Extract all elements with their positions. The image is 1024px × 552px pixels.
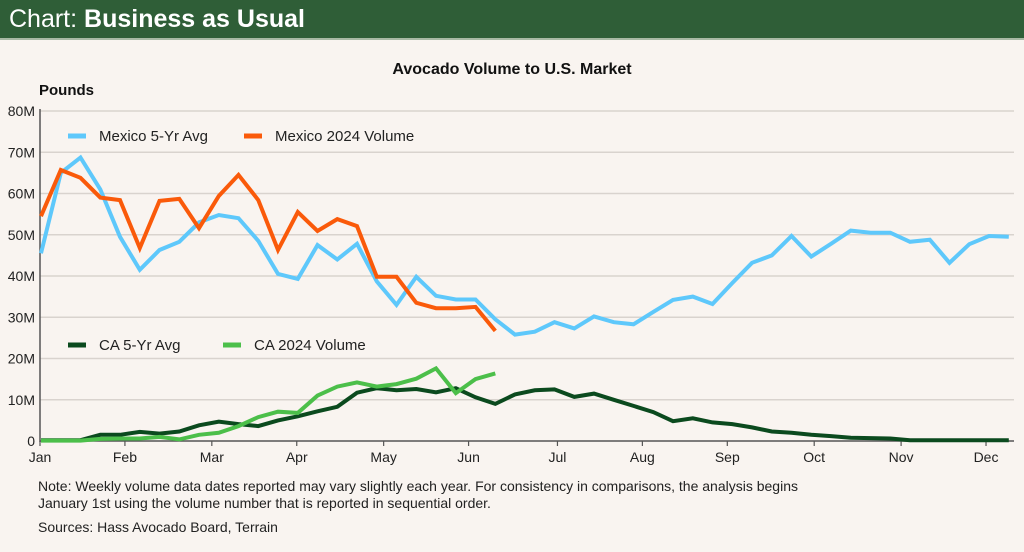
- series-line-ca-5-yr-avg: [41, 386, 1009, 443]
- x-tick-label: Jun: [457, 449, 480, 465]
- x-tick-label: Dec: [974, 449, 999, 465]
- y-tick-label: 60M: [8, 186, 35, 202]
- y-tick-label: 80M: [8, 103, 35, 119]
- series-line-mexico-2024-volume: [39, 167, 497, 333]
- series-lines: [39, 154, 1009, 443]
- y-tick-labels: 0 10M 20M 30M 40M 50M 60M 70M 80M: [8, 103, 35, 449]
- header-prefix: Chart:: [9, 5, 78, 33]
- y-tick-label: 30M: [8, 309, 35, 325]
- legend-label: Mexico 5-Yr Avg: [99, 128, 208, 145]
- x-tick-label: Jul: [548, 449, 566, 465]
- header-bar: Chart: Business as Usual: [0, 0, 1024, 38]
- y-tick-label: 20M: [8, 351, 35, 367]
- source-credit: Sources: Hass Avocado Board, Terrain: [38, 519, 278, 535]
- x-tick-label: Nov: [889, 449, 914, 465]
- x-tick-label: Aug: [630, 449, 655, 465]
- legend-label: CA 2024 Volume: [254, 337, 366, 354]
- header-title: Chart: Business as Usual: [9, 4, 305, 34]
- series-line-ca-2024-volume: [41, 365, 496, 443]
- y-tick-label: 70M: [8, 144, 35, 160]
- x-tick-label: Feb: [113, 449, 137, 465]
- x-tick-label: Oct: [803, 449, 825, 465]
- x-axis: Jan Feb Mar Apr May Jun Jul Aug Sep Oct Nov Dec: [29, 109, 1014, 465]
- y-tick-label: 10M: [8, 392, 35, 408]
- header-main-title: Business as Usual: [84, 5, 305, 33]
- gridlines: [40, 110, 1014, 401]
- legend-label: CA 5-Yr Avg: [99, 337, 180, 354]
- y-tick-label: 0: [27, 433, 35, 449]
- footnote: Note: Weekly volume data dates reported …: [38, 478, 798, 511]
- y-tick-label: 50M: [8, 227, 35, 243]
- y-axis-label: Pounds: [39, 82, 94, 99]
- x-tick-label: May: [370, 449, 396, 465]
- x-tick-label: Sep: [715, 449, 740, 465]
- legend: Mexico 5-Yr Avg Mexico 2024 Volume CA 5-Yr…: [68, 128, 414, 354]
- y-tick-label: 40M: [8, 268, 35, 284]
- x-tick-label: Jan: [29, 449, 52, 465]
- header-divider: [0, 38, 1024, 40]
- series-line-mexico-5-yr-avg: [39, 154, 1009, 337]
- x-tick-label: Mar: [200, 449, 224, 465]
- x-tick-label: Apr: [286, 449, 308, 465]
- legend-label: Mexico 2024 Volume: [275, 128, 414, 145]
- chart-title: Avocado Volume to U.S. Market: [392, 61, 632, 78]
